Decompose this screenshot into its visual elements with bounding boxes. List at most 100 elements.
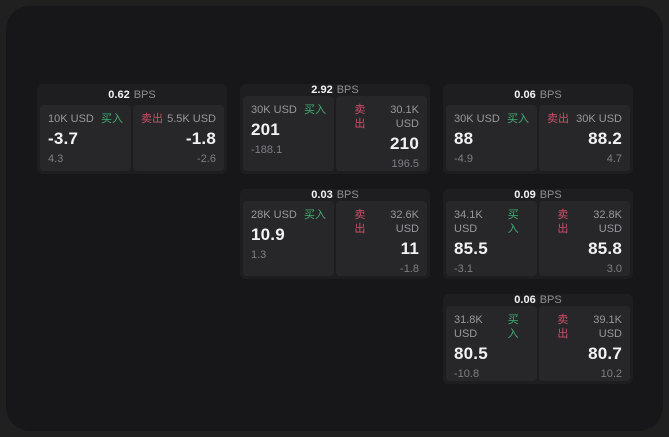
sell-side-label: 卖出 [547, 113, 569, 125]
buy-price-value: 80.5 [454, 344, 488, 363]
sell-price-value: 85.8 [588, 239, 622, 258]
quote-card: 0.62 BPS 10K USD 买入 -3.7 4.3 卖出 5.5K USD… [37, 84, 227, 174]
card-body: 31.8K USD 买入 80.5 -10.8 卖出 39.1K USD 80.… [446, 306, 630, 381]
sell-quote-panel[interactable]: 卖出 32.6K USD 11 -1.8 [336, 201, 427, 276]
sell-side-label: 卖出 [557, 209, 569, 235]
bps-value: 0.06 [514, 88, 536, 101]
card-body: 30K USD 买入 88 -4.9 卖出 30K USD 88.2 4.7 [446, 105, 630, 171]
sell-side-label: 卖出 [354, 104, 366, 130]
sell-side-label: 卖出 [354, 209, 366, 235]
sell-size-label: 32.6K USD [390, 209, 419, 235]
bps-unit-label: BPS [133, 88, 156, 101]
bps-unit-label: BPS [336, 84, 359, 96]
buy-quote-panel[interactable]: 28K USD 买入 10.9 1.3 [243, 201, 334, 276]
buy-delta-value: -3.1 [454, 263, 473, 275]
quote-card: 2.92 BPS 30K USD 买入 201 -188.1 卖出 30.1K … [240, 84, 430, 174]
buy-quote-panel[interactable]: 10K USD 买入 -3.7 4.3 [40, 105, 131, 171]
sell-delta-value: 10.2 [600, 368, 622, 380]
buy-side-label: 买入 [507, 113, 529, 125]
buy-price-value: -3.7 [48, 129, 79, 148]
sell-quote-panel[interactable]: 卖出 5.5K USD -1.8 -2.6 [133, 105, 224, 171]
buy-size-label: 30K USD [251, 104, 297, 116]
buy-label-row: 30K USD 买入 [251, 103, 326, 117]
buy-quote-panel[interactable]: 31.8K USD 买入 80.5 -10.8 [446, 306, 537, 381]
buy-size-label: 31.8K USD [454, 314, 483, 340]
buy-size-label: 30K USD [454, 113, 500, 125]
buy-delta-value: -188.1 [251, 144, 283, 156]
sell-label-row: 卖出 32.6K USD [344, 208, 419, 236]
sell-price-value: 210 [390, 134, 419, 153]
buy-label-row: 10K USD 买入 [48, 112, 123, 126]
sell-price-value: 11 [400, 239, 419, 258]
card-body: 30K USD 买入 201 -188.1 卖出 30.1K USD 210 1… [243, 96, 427, 171]
buy-delta-value: -4.9 [454, 153, 473, 165]
sell-price-value: 88.2 [588, 129, 622, 148]
sell-delta-value: 196.5 [391, 158, 419, 170]
sell-quote-panel[interactable]: 卖出 39.1K USD 80.7 10.2 [539, 306, 630, 381]
sell-delta-value: 3.0 [606, 263, 622, 275]
buy-side-label: 买入 [304, 209, 326, 221]
buy-label-row: 31.8K USD 买入 [454, 313, 529, 341]
buy-label-row: 34.1K USD 买入 [454, 208, 529, 236]
card-header: 0.62 BPS [40, 84, 224, 105]
buy-size-label: 28K USD [251, 209, 297, 221]
sell-label-row: 卖出 30.1K USD [344, 103, 419, 131]
buy-size-label: 10K USD [48, 113, 94, 125]
bps-value: 0.62 [108, 88, 130, 101]
sell-label-row: 卖出 32.8K USD [547, 208, 622, 236]
quote-card: 0.09 BPS 34.1K USD 买入 85.5 -3.1 卖出 32.8K… [443, 189, 633, 279]
buy-price-value: 10.9 [251, 225, 285, 244]
sell-size-label: 30.1K USD [390, 104, 419, 130]
card-header: 0.03 BPS [243, 189, 427, 201]
sell-label-row: 卖出 5.5K USD [141, 112, 216, 126]
sell-price-value: -1.8 [185, 129, 216, 148]
quote-card: 0.06 BPS 30K USD 买入 88 -4.9 卖出 30K USD 8… [443, 84, 633, 174]
sell-side-label: 卖出 [557, 314, 569, 340]
buy-label-row: 28K USD 买入 [251, 208, 326, 222]
buy-side-label: 买入 [304, 104, 326, 116]
app-window: 0.62 BPS 10K USD 买入 -3.7 4.3 卖出 5.5K USD… [6, 6, 663, 431]
sell-size-label: 39.1K USD [593, 314, 622, 340]
buy-delta-value: 4.3 [48, 153, 64, 165]
card-body: 28K USD 买入 10.9 1.3 卖出 32.6K USD 11 -1.8 [243, 201, 427, 276]
buy-side-label: 买入 [507, 314, 519, 340]
sell-delta-value: -1.8 [400, 263, 419, 275]
bps-unit-label: BPS [539, 189, 562, 201]
buy-price-value: 85.5 [454, 239, 488, 258]
sell-quote-panel[interactable]: 卖出 30K USD 88.2 4.7 [539, 105, 630, 171]
buy-size-label: 34.1K USD [454, 209, 483, 235]
sell-quote-panel[interactable]: 卖出 30.1K USD 210 196.5 [336, 96, 427, 171]
sell-delta-value: 4.7 [606, 153, 622, 165]
card-header: 2.92 BPS [243, 84, 427, 96]
bps-value: 0.09 [514, 189, 536, 201]
card-header: 0.06 BPS [446, 84, 630, 105]
quote-card: 0.03 BPS 28K USD 买入 10.9 1.3 卖出 32.6K US… [240, 189, 430, 279]
sell-label-row: 卖出 30K USD [547, 112, 622, 126]
card-body: 34.1K USD 买入 85.5 -3.1 卖出 32.8K USD 85.8… [446, 201, 630, 276]
quote-grid: 0.62 BPS 10K USD 买入 -3.7 4.3 卖出 5.5K USD… [37, 84, 633, 384]
buy-side-label: 买入 [101, 113, 123, 125]
sell-side-label: 卖出 [141, 113, 163, 125]
buy-quote-panel[interactable]: 30K USD 买入 201 -188.1 [243, 96, 334, 171]
card-body: 10K USD 买入 -3.7 4.3 卖出 5.5K USD -1.8 -2.… [40, 105, 224, 171]
sell-size-label: 5.5K USD [167, 113, 216, 125]
buy-delta-value: -10.8 [454, 368, 480, 380]
buy-price-value: 88 [454, 129, 474, 148]
sell-quote-panel[interactable]: 卖出 32.8K USD 85.8 3.0 [539, 201, 630, 276]
sell-price-value: 80.7 [588, 344, 622, 363]
sell-size-label: 32.8K USD [593, 209, 622, 235]
bps-value: 0.06 [514, 294, 536, 306]
quote-card: 0.06 BPS 31.8K USD 买入 80.5 -10.8 卖出 39.1… [443, 294, 633, 384]
card-header: 0.09 BPS [446, 189, 630, 201]
buy-side-label: 买入 [507, 209, 519, 235]
sell-delta-value: -2.6 [197, 153, 216, 165]
buy-delta-value: 1.3 [251, 249, 267, 261]
buy-quote-panel[interactable]: 30K USD 买入 88 -4.9 [446, 105, 537, 171]
buy-price-value: 201 [251, 120, 280, 139]
sell-size-label: 30K USD [576, 113, 622, 125]
buy-quote-panel[interactable]: 34.1K USD 买入 85.5 -3.1 [446, 201, 537, 276]
buy-label-row: 30K USD 买入 [454, 112, 529, 126]
card-header: 0.06 BPS [446, 294, 630, 306]
bps-unit-label: BPS [539, 294, 562, 306]
bps-unit-label: BPS [336, 189, 359, 201]
